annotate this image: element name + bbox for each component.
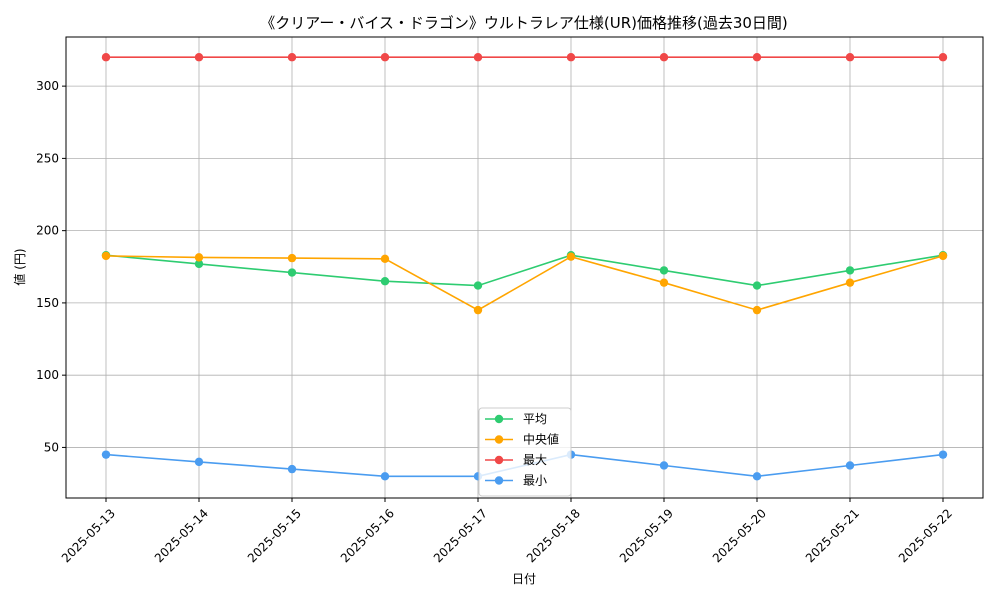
data-point — [752, 472, 762, 481]
y-tick-label: 200 — [36, 224, 59, 238]
x-tick-label: 2025-05-14 — [152, 506, 211, 565]
legend-label: 最小 — [523, 474, 547, 488]
data-point — [938, 251, 948, 261]
data-point — [845, 266, 855, 275]
y-tick-label: 50 — [44, 440, 59, 454]
x-tick-label: 2025-05-20 — [710, 506, 769, 565]
data-point — [194, 53, 204, 62]
legend-label: 最大 — [523, 453, 547, 467]
y-tick-label: 100 — [36, 368, 59, 382]
legend-label: 平均 — [523, 412, 547, 426]
series-line — [105, 255, 944, 312]
data-point — [101, 251, 111, 261]
data-point — [752, 281, 762, 290]
x-tick-label: 2025-05-22 — [896, 506, 955, 565]
legend-box — [478, 407, 572, 497]
data-point — [938, 53, 948, 62]
legend-marker — [494, 455, 504, 465]
data-point — [287, 464, 297, 474]
x-tick-label: 2025-05-15 — [245, 506, 304, 565]
legend-marker — [494, 435, 504, 444]
plot-frame — [65, 36, 984, 499]
data-point — [659, 266, 669, 275]
y-tick-label: 150 — [36, 296, 59, 310]
x-tick-label: 2025-05-19 — [617, 506, 676, 565]
legend-marker — [494, 476, 504, 485]
data-point — [473, 281, 483, 290]
data-point — [473, 53, 483, 62]
data-point — [380, 53, 390, 62]
series-1 — [101, 251, 948, 315]
data-point — [101, 450, 111, 459]
chart-title: 《クリアー・バイス・ドラゴン》ウルトラレア仕様(UR)価格推移(過去30日間) — [260, 14, 788, 32]
x-tick-label: 2025-05-13 — [59, 506, 118, 565]
data-point — [194, 259, 204, 269]
x-tick-label: 2025-05-21 — [803, 506, 862, 565]
data-point — [194, 457, 204, 467]
data-point — [194, 253, 204, 262]
data-point — [938, 450, 948, 459]
data-point — [566, 252, 576, 261]
data-point — [659, 461, 669, 470]
series-line — [105, 254, 944, 287]
data-point — [380, 472, 390, 481]
data-point — [845, 461, 855, 470]
data-point — [380, 254, 390, 264]
data-point — [659, 53, 669, 62]
legend-marker — [494, 414, 504, 424]
legend-label: 中央値 — [523, 432, 559, 447]
x-tick-label: 2025-05-16 — [338, 506, 397, 565]
data-point — [287, 253, 297, 263]
x-tick-label: 2025-05-18 — [524, 506, 583, 565]
x-axis-label: 日付 — [512, 572, 536, 586]
data-point — [752, 53, 762, 62]
y-axis-label: 値 (円) — [12, 248, 27, 285]
data-point — [752, 305, 762, 315]
data-point — [566, 53, 576, 62]
x-tick-label: 2025-05-17 — [431, 506, 490, 565]
y-tick-label: 250 — [36, 151, 59, 165]
data-point — [287, 268, 297, 277]
y-tick-label: 300 — [36, 79, 59, 93]
data-point — [101, 53, 111, 62]
data-point — [287, 53, 297, 62]
series-2 — [101, 53, 948, 62]
data-point — [380, 277, 390, 286]
data-point — [845, 278, 855, 287]
data-point — [845, 53, 855, 62]
grid — [66, 37, 983, 498]
data-point — [473, 305, 483, 315]
data-point — [659, 278, 669, 287]
